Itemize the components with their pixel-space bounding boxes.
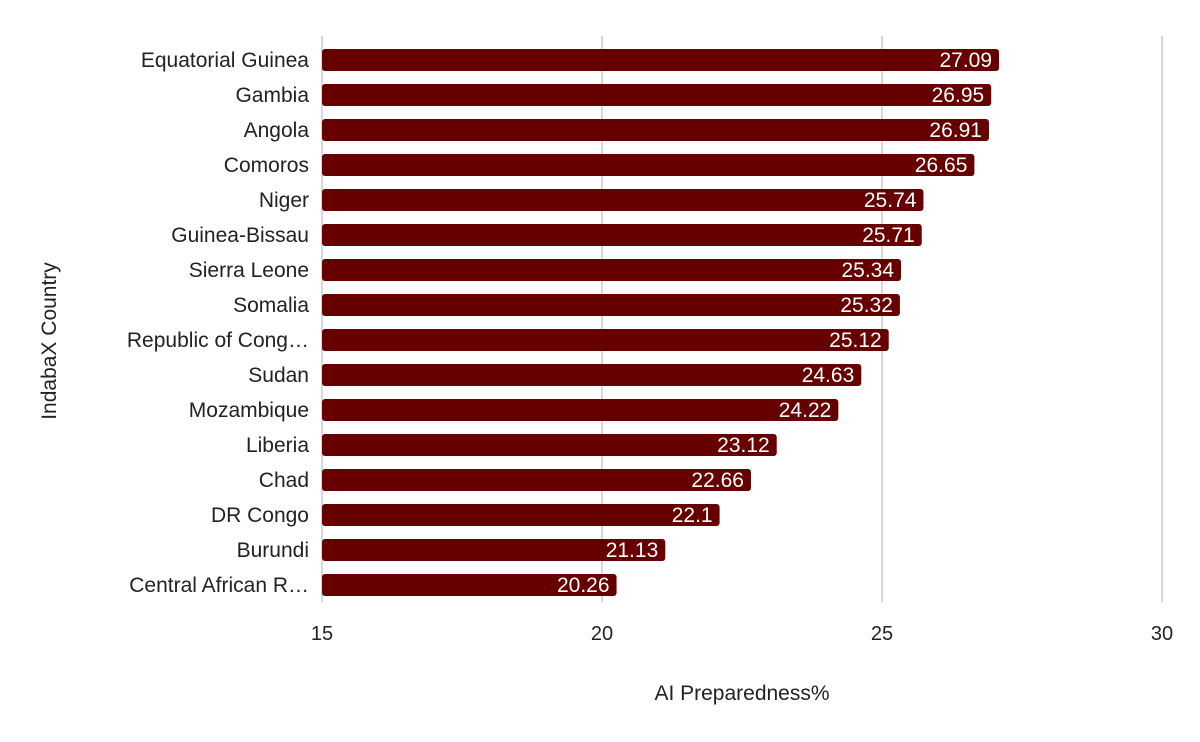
y-axis-title: IndabaX Country <box>38 262 61 420</box>
bar <box>322 399 839 421</box>
bar-value-label: 22.66 <box>691 469 744 492</box>
bar-value-label: 25.32 <box>840 294 893 317</box>
bar <box>322 189 924 211</box>
bar-value-label: 20.26 <box>557 574 610 597</box>
category-label: Sudan <box>248 364 309 387</box>
category-label: Liberia <box>246 434 309 457</box>
category-label: Mozambique <box>189 399 309 422</box>
category-label: Comoros <box>224 154 309 177</box>
bar-value-label: 25.12 <box>829 329 882 352</box>
bar <box>322 469 751 491</box>
category-label: Burundi <box>237 539 309 562</box>
category-label: Angola <box>244 119 310 142</box>
category-label: DR Congo <box>211 504 309 527</box>
x-tick-labels: 15 20 25 30 <box>311 623 1173 645</box>
bar <box>322 574 617 596</box>
bar-value-label: 24.63 <box>802 364 855 387</box>
bar-value-label: 27.09 <box>939 49 992 72</box>
bar-value-label: 26.95 <box>932 84 985 107</box>
category-labels: Equatorial Guinea Gambia Angola Comoros Nige… <box>127 49 309 597</box>
bar-value-label: 25.74 <box>864 189 917 212</box>
category-label: Equatorial Guinea <box>141 49 309 72</box>
category-label: Central African R… <box>129 574 309 597</box>
category-label: Republic of Cong… <box>127 329 309 352</box>
bar <box>322 504 720 526</box>
bar-value-label: 23.12 <box>717 434 770 457</box>
bar <box>322 154 975 176</box>
bar <box>322 259 902 281</box>
category-label: Sierra Leone <box>189 259 309 282</box>
bar-value-label: 26.91 <box>929 119 982 142</box>
x-tick-label: 15 <box>311 623 333 645</box>
category-label: Guinea-Bissau <box>171 224 309 247</box>
bar <box>322 294 900 316</box>
category-label: Niger <box>259 189 309 212</box>
x-tick-label: 25 <box>871 623 893 645</box>
category-label: Somalia <box>233 294 309 317</box>
bar-value-label: 25.34 <box>841 259 894 282</box>
bar <box>322 49 1000 71</box>
bar <box>322 434 777 456</box>
bar <box>322 539 666 561</box>
x-tick-label: 30 <box>1151 623 1173 645</box>
category-label: Chad <box>259 469 309 492</box>
category-label: Gambia <box>235 84 309 107</box>
bar <box>322 224 922 246</box>
x-tick-label: 20 <box>591 623 613 645</box>
bar-value-label: 22.1 <box>672 504 713 527</box>
bar <box>322 84 992 106</box>
bar <box>322 329 889 351</box>
bar-value-label: 25.71 <box>862 224 915 247</box>
x-axis-title: AI Preparedness% <box>654 682 829 705</box>
bar-value-label: 26.65 <box>915 154 968 177</box>
bar <box>322 364 862 386</box>
bar-value-label: 21.13 <box>606 539 659 562</box>
bar <box>322 119 989 141</box>
bar-value-label: 24.22 <box>779 399 832 422</box>
bars: 27.09 26.95 26.91 26.65 25.74 25.71 25.34 25.32… <box>322 49 1000 597</box>
